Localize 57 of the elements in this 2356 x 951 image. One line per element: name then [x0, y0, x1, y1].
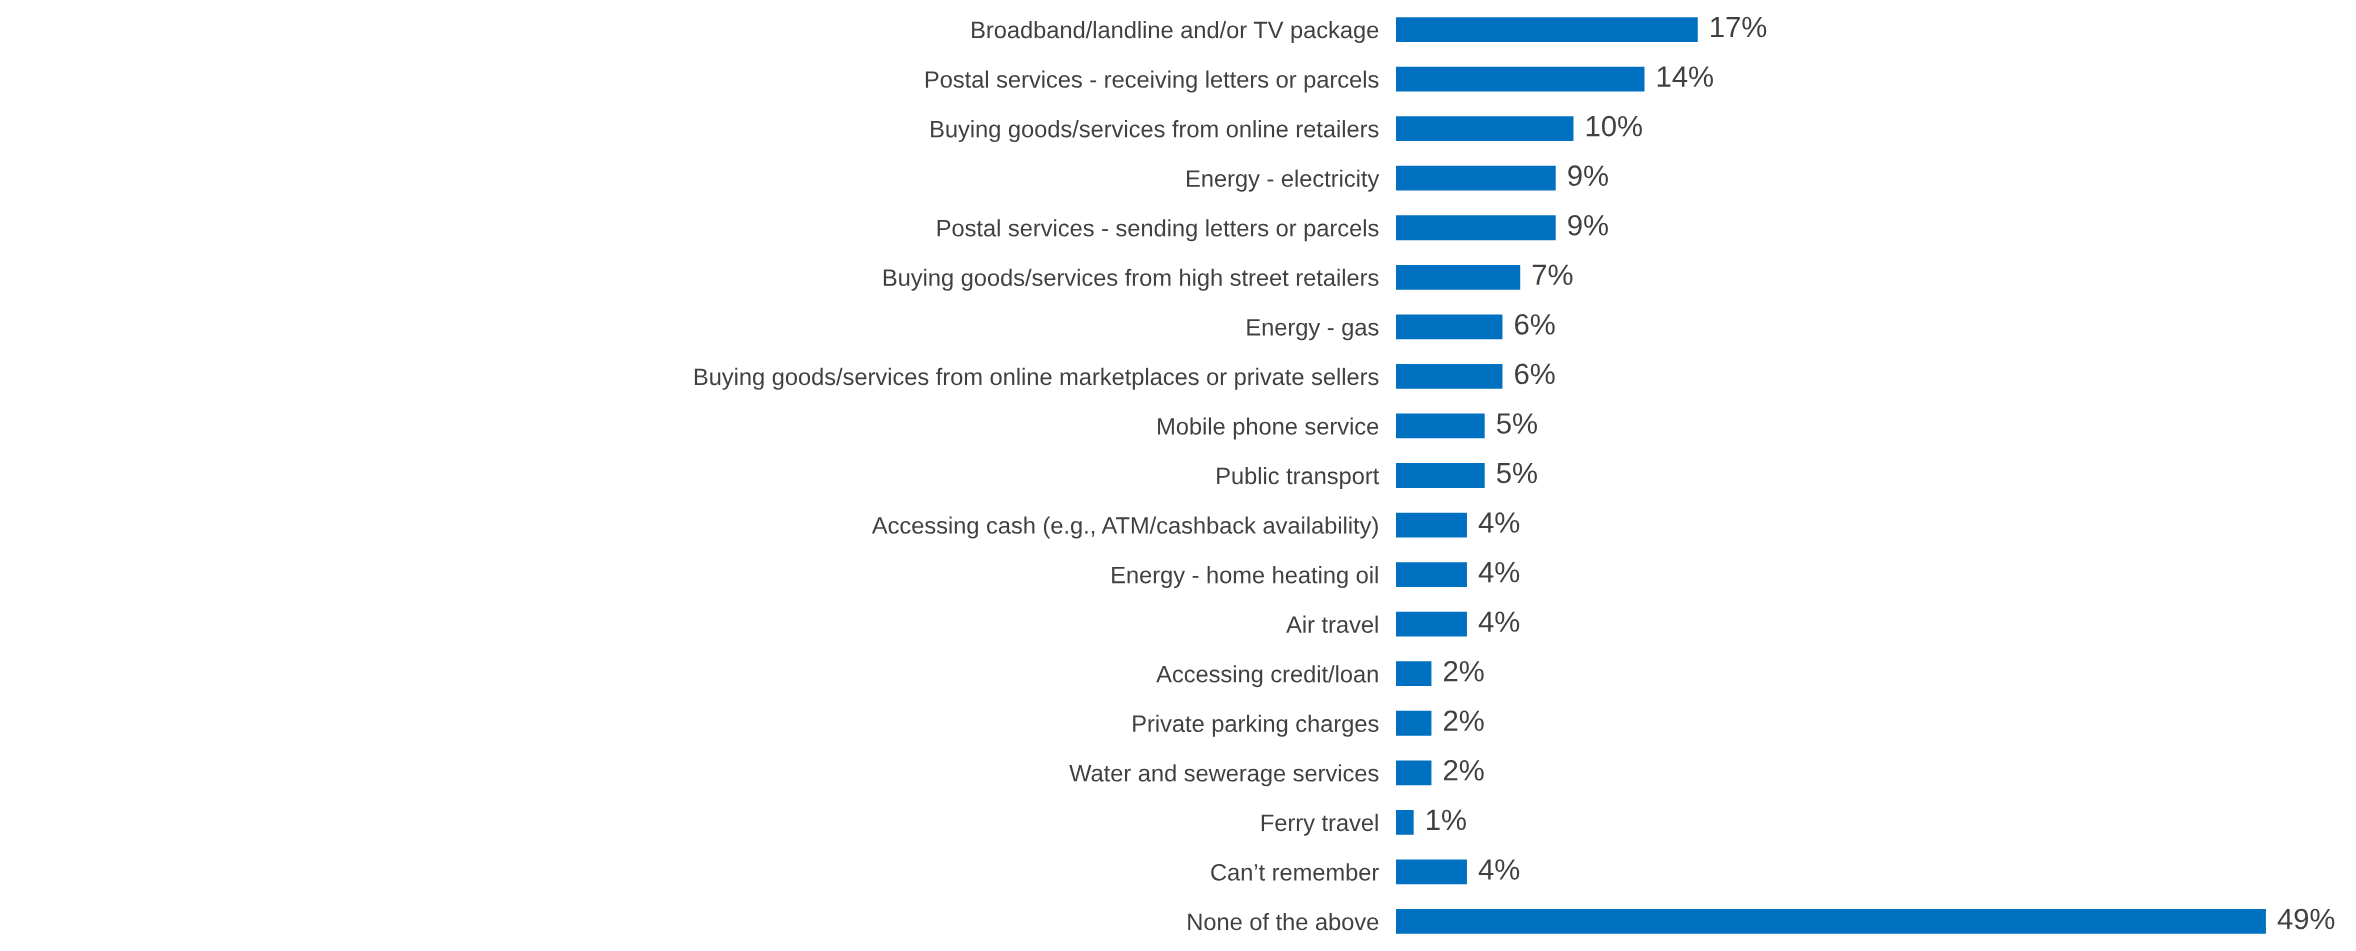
bar — [1395, 661, 1432, 687]
bar — [1395, 264, 1521, 290]
bar — [1395, 314, 1503, 340]
data-label: 2% — [1444, 759, 1484, 781]
data-label: 1% — [1427, 809, 1466, 831]
bar — [1395, 413, 1485, 439]
data-label: 6% — [1515, 363, 1555, 385]
y-tick-label: None of the above — [1188, 912, 1379, 931]
bar — [1395, 116, 1574, 142]
y-tick-label: Buying goods/services from online marketplaces or private sellers — [694, 367, 1379, 390]
y-tick-label: Ferry travel — [1261, 813, 1378, 836]
bar — [1395, 165, 1556, 191]
data-label: 17% — [1711, 16, 1767, 38]
data-label: 5% — [1496, 462, 1537, 484]
y-tick-label: Public transport — [1217, 466, 1380, 489]
y-tick-label: Air travel — [1286, 615, 1378, 633]
bar — [1395, 66, 1645, 92]
y-tick-label: Accessing cash (e.g., ATM/cashback availability) — [871, 516, 1378, 539]
y-tick-label: Postal services - receiving letters or parcels — [925, 70, 1379, 93]
data-label: 14% — [1657, 66, 1713, 87]
data-label: 6% — [1515, 314, 1555, 335]
y-tick-label: Energy - home heating oil — [1112, 566, 1378, 589]
y-tick-label: Private parking charges — [1133, 714, 1379, 737]
data-label: 10% — [1586, 115, 1642, 137]
data-label: 5% — [1496, 413, 1537, 434]
bar — [1395, 364, 1503, 389]
y-tick-label: Can’t remember — [1211, 863, 1379, 881]
bar — [1395, 859, 1467, 885]
y-tick-label: Buying goods/services from online retailers — [931, 120, 1379, 143]
data-label: 9% — [1568, 165, 1608, 187]
data-label: 9% — [1568, 214, 1608, 236]
y-tick-label: Energy - gas — [1247, 319, 1379, 341]
bar — [1395, 909, 2266, 934]
bar — [1395, 215, 1556, 241]
data-label: 49% — [2277, 908, 2335, 930]
y-tick-label: Mobile phone service — [1158, 417, 1379, 440]
bar — [1395, 710, 1432, 736]
data-label: 4% — [1478, 561, 1520, 583]
y-tick-label: Water and sewerage services — [1069, 764, 1379, 787]
y-tick-label: Broadband/landline and/or TV package — [972, 20, 1379, 43]
bar — [1395, 463, 1485, 488]
y-tick-label: Energy - electricity — [1187, 169, 1380, 192]
y-tick-label: Buying goods/services from high street retailers — [883, 268, 1379, 291]
data-label: 4% — [1478, 611, 1520, 632]
bar — [1395, 809, 1414, 835]
bar — [1395, 562, 1467, 587]
bar — [1395, 611, 1467, 637]
data-label: 2% — [1444, 660, 1484, 682]
data-label: 4% — [1478, 859, 1520, 880]
data-label: 2% — [1444, 710, 1484, 731]
bar — [1395, 17, 1698, 42]
bar — [1395, 512, 1467, 538]
data-label: 4% — [1478, 512, 1520, 533]
y-tick-label: Accessing credit/loan — [1156, 665, 1378, 688]
y-tick-label: Postal services - sending letters or parcels — [937, 219, 1379, 242]
data-label: 7% — [1532, 264, 1573, 286]
bar — [1395, 760, 1432, 786]
